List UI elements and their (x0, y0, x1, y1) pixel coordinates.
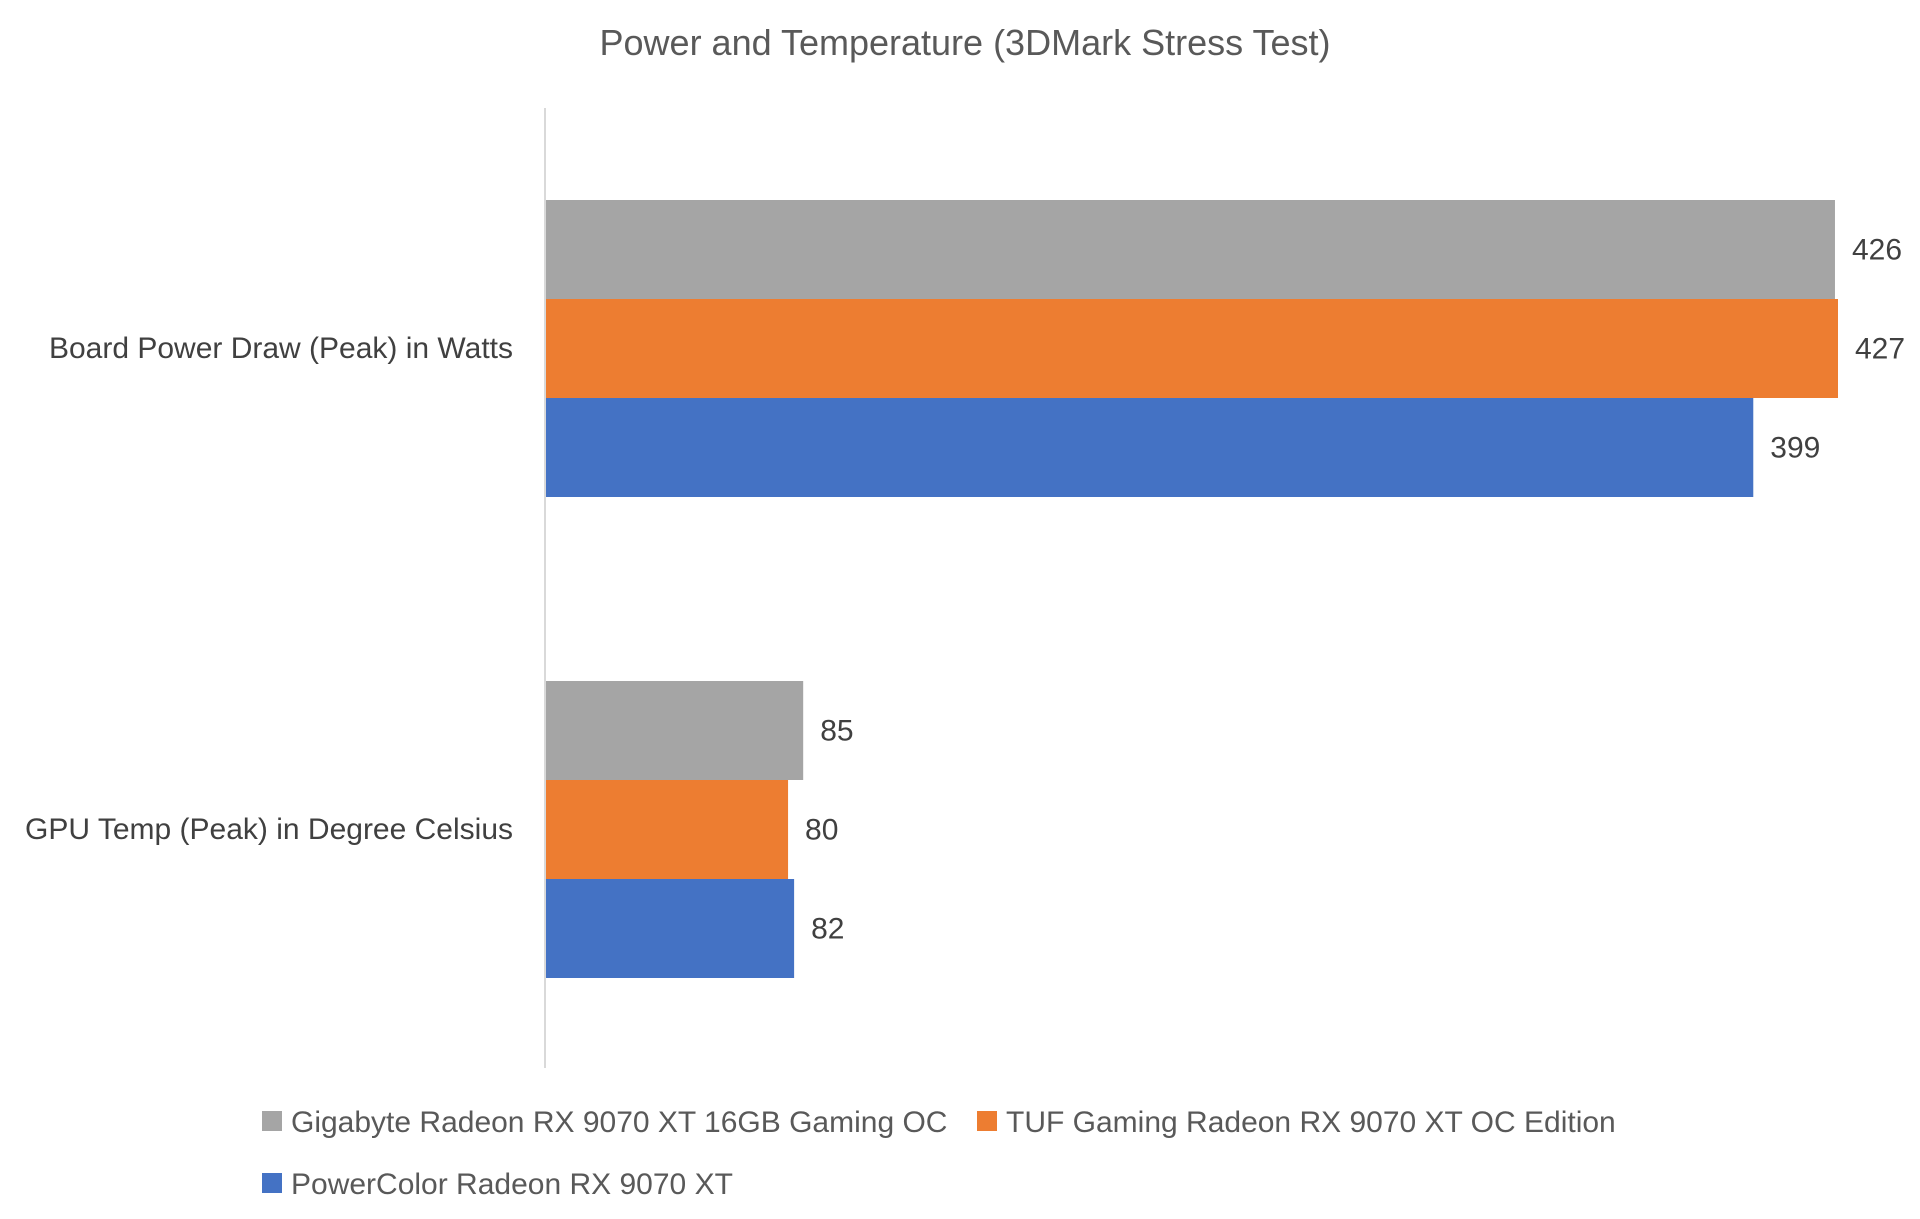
data-label: 82 (811, 913, 844, 946)
category-labels: Board Power Draw (Peak) in Watts GPU Temp… (25, 332, 513, 846)
category-label: GPU Temp (Peak) in Degree Celsius (25, 813, 513, 846)
legend-swatch (977, 1111, 997, 1131)
legend-swatch (262, 1111, 282, 1131)
data-label: 426 (1852, 234, 1902, 267)
bar (546, 398, 1754, 497)
category-label: Board Power Draw (Peak) in Watts (49, 332, 513, 365)
bar (546, 200, 1835, 299)
legend-swatch (262, 1173, 282, 1193)
legend: Gigabyte Radeon RX 9070 XT 16GB Gaming O… (262, 1106, 1616, 1201)
legend-label: Gigabyte Radeon RX 9070 XT 16GB Gaming O… (291, 1106, 947, 1139)
bar (546, 681, 804, 780)
bars (546, 200, 1838, 978)
data-label: 427 (1855, 333, 1905, 366)
data-label: 85 (820, 715, 853, 748)
data-label: 80 (805, 814, 838, 847)
bar (546, 879, 795, 978)
chart-title: Power and Temperature (3DMark Stress Tes… (600, 22, 1331, 63)
bar (546, 299, 1838, 398)
bar (546, 780, 789, 879)
legend-label: TUF Gaming Radeon RX 9070 XT OC Edition (1006, 1106, 1616, 1139)
data-label: 399 (1770, 432, 1820, 465)
data-labels: 426 427 399 85 80 82 (805, 234, 1905, 946)
legend-label: PowerColor Radeon RX 9070 XT (291, 1168, 733, 1201)
